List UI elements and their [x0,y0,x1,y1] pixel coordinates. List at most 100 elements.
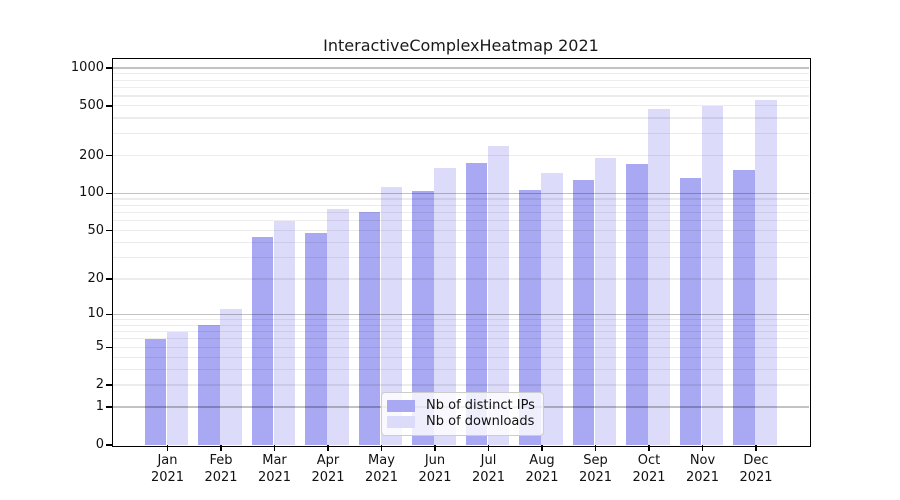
y-tick-label-5: 5 [95,339,104,355]
x-tick-mar [273,445,276,451]
plot-area: Nb of distinct IPs Nb of downloads [113,59,809,445]
x-tick-month: Nov [689,453,716,468]
y-tick-label-1000: 1000 [70,60,104,76]
gridline-minor-30 [113,257,809,259]
y-tick-100 [106,192,113,194]
gridline-minor-80 [113,204,809,206]
gridline-minor-600 [113,95,809,97]
x-tick-feb [220,445,222,451]
x-tick-month: Feb [209,453,233,468]
gridline-minor-3 [113,368,809,370]
x-tick-jul [487,445,490,451]
bar-downloads-dec [755,100,777,445]
x-tick-month: Sep [583,453,608,468]
x-tick-year: 2021 [471,470,506,485]
bar-downloads-jul [487,145,510,445]
x-tick-may [380,445,383,451]
y-tick-2 [106,384,113,386]
x-tick-label-jul: Jul 2021 [457,452,521,486]
bar-downloads-sep [594,157,617,445]
bar-downloads-jun [434,167,456,445]
x-tick-month: Jun [424,453,446,468]
y-tick-10 [106,313,113,315]
x-tick-label-jun: Jun 2021 [403,452,467,486]
bar-distinct-ips-aug [519,190,541,445]
legend-swatch-downloads [387,416,415,428]
legend-label-distinct-ips: Nb of distinct IPs [426,398,535,413]
legend-item-distinct-ips: Nb of distinct IPs [387,398,535,414]
gridline-minor-9 [113,318,809,320]
gridline-minor-7 [113,330,809,333]
gridline-minor-2 [113,384,809,386]
y-tick-label-1: 1 [95,399,104,415]
gridline-minor-4 [113,356,809,358]
gridline-minor-40 [113,241,809,244]
x-tick-year: 2021 [364,470,399,485]
x-tick-label-oct: Oct 2021 [617,452,681,486]
bar-downloads-jan [166,331,189,445]
y-tick-0 [106,444,113,446]
gridline-minor-500 [113,105,809,107]
y-tick-200 [106,155,113,157]
bar-downloads-apr [327,209,349,445]
bar-distinct-ips-sep [572,179,595,445]
x-tick-sep [594,445,597,451]
x-tick-year: 2021 [418,470,452,485]
y-tick-label-20: 20 [87,270,104,286]
x-tick-dec [755,445,757,451]
bars-layer [113,59,809,445]
x-tick-label-may: May 2021 [350,452,414,486]
gridline-major-100 [113,192,809,194]
x-tick-month: Jan [157,453,178,468]
bar-distinct-ips-jul [465,162,488,445]
y-tick-1000 [106,67,113,69]
grid-layer [113,59,809,445]
gridline-minor-400 [113,117,809,119]
bar-downloads-nov [701,106,724,445]
x-tick-month: Jul [480,453,497,468]
y-tick-500 [106,105,113,107]
gridline-minor-70 [113,211,809,214]
gridline-minor-200 [113,155,809,157]
bar-distinct-ips-dec [733,169,755,445]
gridline-minor-800 [113,79,809,81]
bar-distinct-ips-oct [626,164,648,445]
x-tick-oct [648,445,650,451]
x-tick-year: 2021 [578,470,613,485]
y-tick-label-0: 0 [95,437,104,452]
x-tick-year: 2021 [311,470,345,485]
legend-swatch-distinct-ips [387,400,415,412]
x-tick-year: 2021 [632,470,666,485]
x-tick-month: Mar [262,453,287,468]
bar-distinct-ips-nov [679,177,702,445]
y-tick-label-200: 200 [79,147,104,163]
x-tick-month: Aug [529,453,555,468]
gridline-minor-20 [113,278,809,280]
x-tick-aug [541,445,543,451]
bar-downloads-feb [220,309,242,445]
x-tick-year: 2021 [257,470,292,485]
chart-title: InteractiveComplexHeatmap 2021 [323,36,599,55]
gridline-major-1000 [113,67,809,69]
x-tick-month: May [368,453,395,468]
x-tick-year: 2021 [204,470,238,485]
x-tick-year: 2021 [739,470,773,485]
x-tick-jan [166,445,169,451]
x-tick-month: Apr [316,453,340,468]
gridline-major-10 [113,313,809,315]
legend: Nb of distinct IPs Nb of downloads [381,392,544,436]
bar-downloads-aug [541,172,563,445]
x-tick-label-feb: Feb 2021 [189,452,253,486]
x-tick-year: 2021 [525,470,559,485]
gridline-minor-700 [113,86,809,89]
x-tick-apr [327,445,329,451]
legend-item-downloads: Nb of downloads [387,414,535,430]
y-tick-50 [106,229,113,232]
gridline-minor-5 [113,346,809,348]
bar-distinct-ips-jun [412,190,434,445]
y-tick-label-10: 10 [87,306,104,322]
x-tick-label-jan: Jan 2021 [136,452,200,486]
gridline-minor-300 [113,133,809,135]
y-tick-label-500: 500 [79,97,104,113]
